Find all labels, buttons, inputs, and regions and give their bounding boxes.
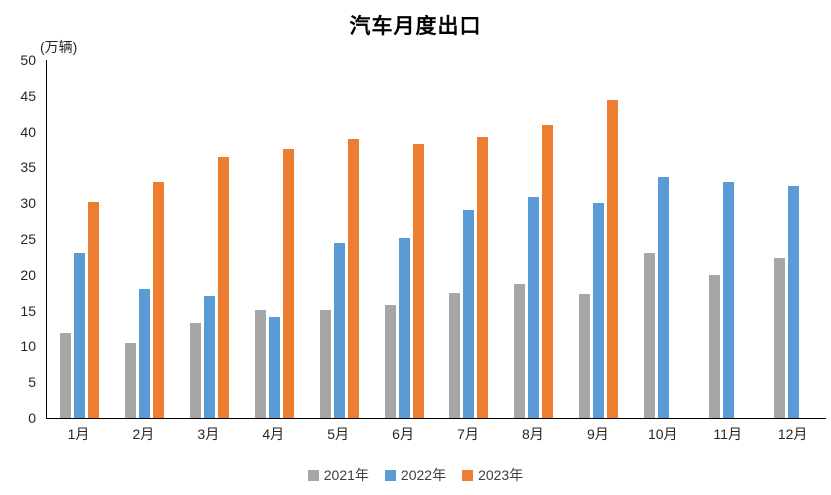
bar-2022年-9月 — [593, 203, 605, 418]
legend-item-2023年: 2023年 — [462, 465, 523, 485]
bar-2022年-7月 — [463, 210, 475, 418]
bar-group-5月 — [307, 60, 372, 418]
bar-2023年-2月 — [152, 181, 164, 418]
bar-2023年-1月 — [87, 201, 99, 418]
legend-item-2022年: 2022年 — [384, 465, 447, 485]
bar-group-8月 — [501, 60, 566, 418]
bar-2022年-6月 — [398, 238, 410, 418]
bar-group-7月 — [437, 60, 502, 418]
plot-area — [46, 60, 826, 419]
bar-2022年-10月 — [658, 176, 670, 418]
bar-group-4月 — [242, 60, 307, 418]
legend-swatch-icon — [384, 469, 396, 481]
chart-title: 汽车月度出口 — [349, 13, 482, 38]
x-tick-label-12月: 12月 — [777, 426, 808, 442]
bar-2022年-2月 — [138, 289, 150, 418]
bar-2021年-8月 — [514, 284, 526, 418]
y-tick-label: 10 — [20, 338, 36, 355]
y-tick-label: 20 — [20, 266, 36, 283]
bar-2022年-5月 — [333, 242, 345, 418]
legend-swatch-icon — [307, 469, 319, 481]
bar-group-12月 — [761, 60, 826, 418]
bar-2021年-1月 — [59, 332, 71, 418]
bars-container — [47, 60, 826, 418]
bar-2021年-11月 — [709, 274, 721, 418]
bar-2022年-1月 — [73, 252, 85, 418]
bar-group-3月 — [177, 60, 242, 418]
bar-2021年-12月 — [774, 257, 786, 418]
x-tick-label-1月: 1月 — [67, 426, 90, 442]
y-tick-label: 40 — [20, 123, 36, 140]
bar-2023年-7月 — [477, 137, 489, 418]
x-tick-label-6月: 6月 — [392, 426, 414, 442]
bar-2021年-2月 — [124, 342, 136, 418]
bar-2022年-8月 — [528, 196, 540, 418]
bar-2023年-3月 — [217, 157, 229, 418]
bar-2023年-4月 — [282, 148, 294, 418]
legend-swatch-icon — [462, 469, 474, 481]
bar-2022年-3月 — [203, 295, 215, 418]
x-tick-label-11月: 11月 — [713, 426, 742, 442]
bar-group-9月 — [566, 60, 631, 418]
y-tick-label: 35 — [20, 159, 36, 176]
y-tick-label: 25 — [20, 231, 36, 247]
bar-2021年-6月 — [384, 304, 396, 418]
bar-2021年-3月 — [189, 322, 201, 418]
bar-group-11月 — [696, 60, 761, 418]
x-tick-label-5月: 5月 — [327, 426, 350, 442]
bar-2022年-4月 — [268, 317, 280, 418]
y-tick-label: 45 — [20, 87, 36, 104]
bar-2022年-12月 — [788, 186, 800, 418]
bar-group-1月 — [47, 60, 112, 418]
y-tick-label: 30 — [20, 195, 36, 212]
bar-2021年-10月 — [644, 252, 656, 418]
x-tick-label-4月: 4月 — [262, 426, 285, 442]
x-tick-label-9月: 9月 — [586, 426, 609, 442]
legend-label: 2021年 — [323, 467, 369, 483]
bar-2023年-6月 — [412, 143, 424, 418]
bar-2023年-9月 — [607, 100, 619, 418]
x-tick-label-7月: 7月 — [457, 426, 479, 442]
bar-2022年-11月 — [723, 181, 735, 418]
legend-item-2021年: 2021年 — [307, 465, 369, 485]
legend: 2021年 2022年 2023年 — [0, 465, 831, 485]
y-tick-label: 0 — [28, 410, 36, 426]
bar-group-10月 — [631, 60, 696, 418]
x-tick-label-2月: 2月 — [132, 426, 155, 442]
bar-2023年-8月 — [542, 125, 554, 418]
bar-2021年-7月 — [449, 293, 461, 418]
y-tick-label: 15 — [20, 302, 36, 319]
bar-2021年-4月 — [254, 309, 266, 418]
bar-group-2月 — [112, 60, 177, 418]
x-tick-label-8月: 8月 — [522, 426, 544, 442]
x-tick-label-3月: 3月 — [197, 426, 220, 442]
y-axis-unit-label: (万辆) — [40, 39, 78, 55]
bar-2023年-5月 — [347, 139, 359, 418]
y-tick-label: 5 — [28, 374, 36, 391]
bar-group-6月 — [372, 60, 437, 418]
y-tick-label: 50 — [20, 52, 36, 68]
bar-2021年-5月 — [319, 309, 331, 418]
x-tick-label-10月: 10月 — [647, 426, 678, 442]
legend-label: 2023年 — [478, 467, 524, 483]
x-axis-tick-labels: 1月 2月 3月 4月 5月 6月 7月 8月 9月 10月 11月 12月 — [46, 424, 825, 444]
bar-2021年-9月 — [579, 294, 591, 418]
legend-label: 2022年 — [400, 467, 447, 483]
